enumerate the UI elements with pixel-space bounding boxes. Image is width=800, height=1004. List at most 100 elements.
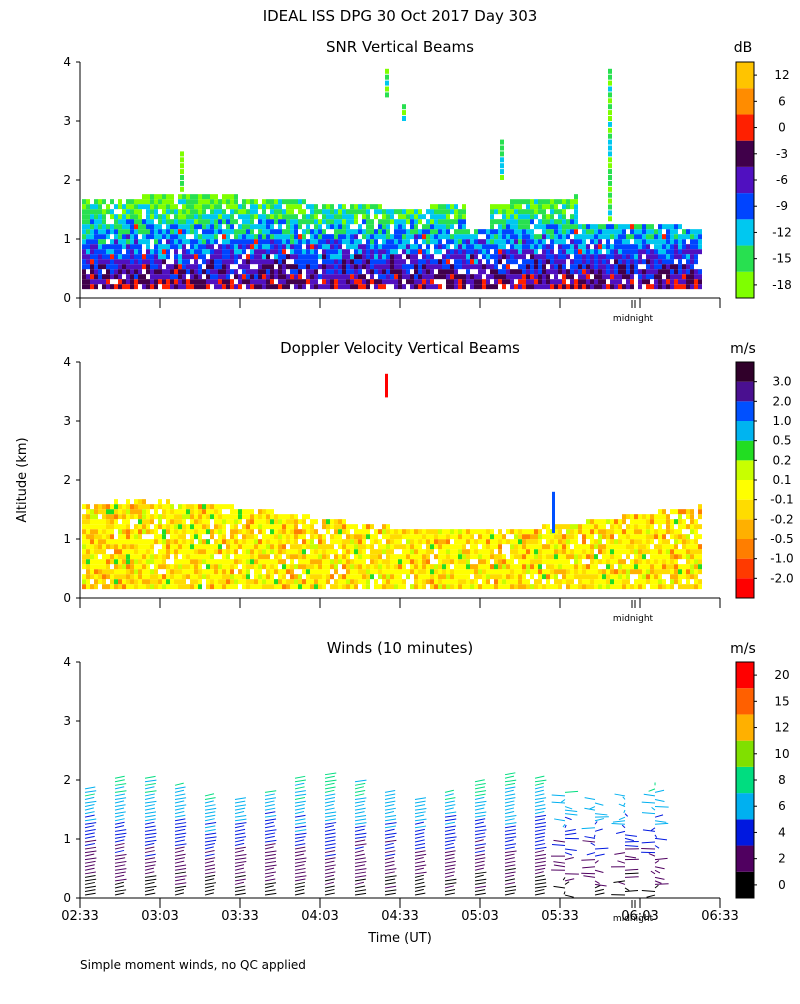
- wind-barb: [115, 847, 124, 849]
- heatmap-cell: [226, 519, 230, 524]
- heatmap-cell: [138, 509, 142, 514]
- heatmap-cell: [238, 514, 242, 519]
- wind-barb: [85, 851, 96, 853]
- heatmap-cell: [262, 529, 266, 534]
- heatmap-cell: [410, 279, 414, 284]
- heatmap-cell: [138, 559, 142, 564]
- heatmap-cell: [322, 564, 326, 569]
- heatmap-cell: [350, 559, 354, 564]
- heatmap-cell: [290, 539, 294, 544]
- heatmap-cell: [486, 234, 490, 239]
- heatmap-cell: [194, 574, 198, 579]
- wind-barb: [145, 784, 156, 786]
- heatmap-cell: [552, 492, 555, 533]
- heatmap-cell: [374, 259, 378, 264]
- heatmap-cell: [118, 504, 122, 509]
- heatmap-cell: [358, 564, 362, 569]
- heatmap-cell: [694, 549, 698, 554]
- heatmap-cell: [86, 569, 90, 574]
- heatmap-cell: [598, 269, 602, 274]
- heatmap-cell: [666, 514, 670, 519]
- heatmap-cell: [414, 254, 418, 259]
- heatmap-cell: [238, 224, 242, 229]
- heatmap-cell: [342, 519, 346, 524]
- wind-barb: [295, 783, 304, 785]
- heatmap-cell: [258, 529, 262, 534]
- heatmap-cell: [318, 564, 322, 569]
- heatmap-cell: [538, 574, 542, 579]
- heatmap-cell: [134, 214, 138, 219]
- heatmap-cell: [362, 254, 366, 259]
- heatmap-cell: [566, 244, 570, 249]
- wind-barb: [265, 883, 276, 885]
- heatmap-cell: [286, 534, 290, 539]
- heatmap-cell: [698, 554, 702, 559]
- heatmap-cell: [210, 259, 214, 264]
- heatmap-cell: [94, 564, 98, 569]
- heatmap-cell: [442, 214, 446, 219]
- heatmap-cell: [290, 579, 294, 584]
- heatmap-cell: [298, 234, 302, 239]
- heatmap-cell: [646, 534, 650, 539]
- heatmap-cell: [670, 264, 674, 269]
- heatmap-cell: [262, 514, 266, 519]
- heatmap-cell: [466, 259, 470, 264]
- heatmap-cell: [466, 269, 470, 274]
- heatmap-cell: [218, 524, 222, 529]
- heatmap-cell: [446, 234, 450, 239]
- heatmap-cell: [658, 279, 662, 284]
- heatmap-cell: [374, 264, 378, 269]
- heatmap-cell: [302, 264, 306, 269]
- heatmap-cell: [446, 569, 450, 574]
- wind-barb: [145, 847, 154, 849]
- heatmap-cell: [554, 224, 558, 229]
- heatmap-cell: [494, 534, 498, 539]
- wind-barb: [175, 790, 184, 792]
- wind-barb: [505, 879, 515, 881]
- heatmap-cell: [510, 249, 514, 254]
- heatmap-cell: [542, 574, 546, 579]
- heatmap-cell: [462, 574, 466, 579]
- heatmap-cell: [450, 584, 454, 589]
- heatmap-cell: [426, 534, 430, 539]
- wind-barb: [265, 893, 276, 895]
- heatmap-cell: [630, 274, 634, 279]
- heatmap-cell: [282, 209, 286, 214]
- heatmap-cell: [178, 274, 182, 279]
- heatmap-cell: [610, 244, 614, 249]
- wind-barb: [535, 833, 545, 835]
- heatmap-cell: [326, 569, 330, 574]
- heatmap-cell: [402, 209, 406, 214]
- heatmap-cell: [670, 564, 674, 569]
- heatmap-cell: [622, 284, 626, 289]
- heatmap-cell: [694, 564, 698, 569]
- heatmap-cell: [542, 284, 546, 289]
- wind-barb: [85, 840, 96, 842]
- heatmap-cell: [678, 234, 682, 239]
- heatmap-cell: [306, 239, 310, 244]
- heatmap-cell: [150, 214, 154, 219]
- heatmap-cell: [670, 239, 674, 244]
- heatmap-cell: [638, 269, 642, 274]
- heatmap-cell: [162, 199, 166, 204]
- heatmap-cell: [186, 259, 190, 264]
- heatmap-cell: [278, 199, 282, 204]
- heatmap-cell: [598, 524, 602, 529]
- heatmap-cell: [534, 534, 538, 539]
- heatmap-cell: [138, 274, 142, 279]
- heatmap-cell: [182, 274, 186, 279]
- wind-barb: [205, 854, 215, 856]
- heatmap-cell: [350, 574, 354, 579]
- heatmap-cell: [354, 569, 358, 574]
- heatmap-cell: [614, 234, 618, 239]
- heatmap-cell: [574, 544, 578, 549]
- heatmap-cell: [154, 554, 158, 559]
- heatmap-cell: [114, 499, 118, 504]
- heatmap-cell: [442, 539, 446, 544]
- heatmap-cell: [222, 584, 226, 589]
- heatmap-cell: [566, 524, 570, 529]
- heatmap-cell: [530, 544, 534, 549]
- heatmap-cell: [598, 544, 602, 549]
- heatmap-cell: [502, 554, 506, 559]
- heatmap-cell: [282, 584, 286, 589]
